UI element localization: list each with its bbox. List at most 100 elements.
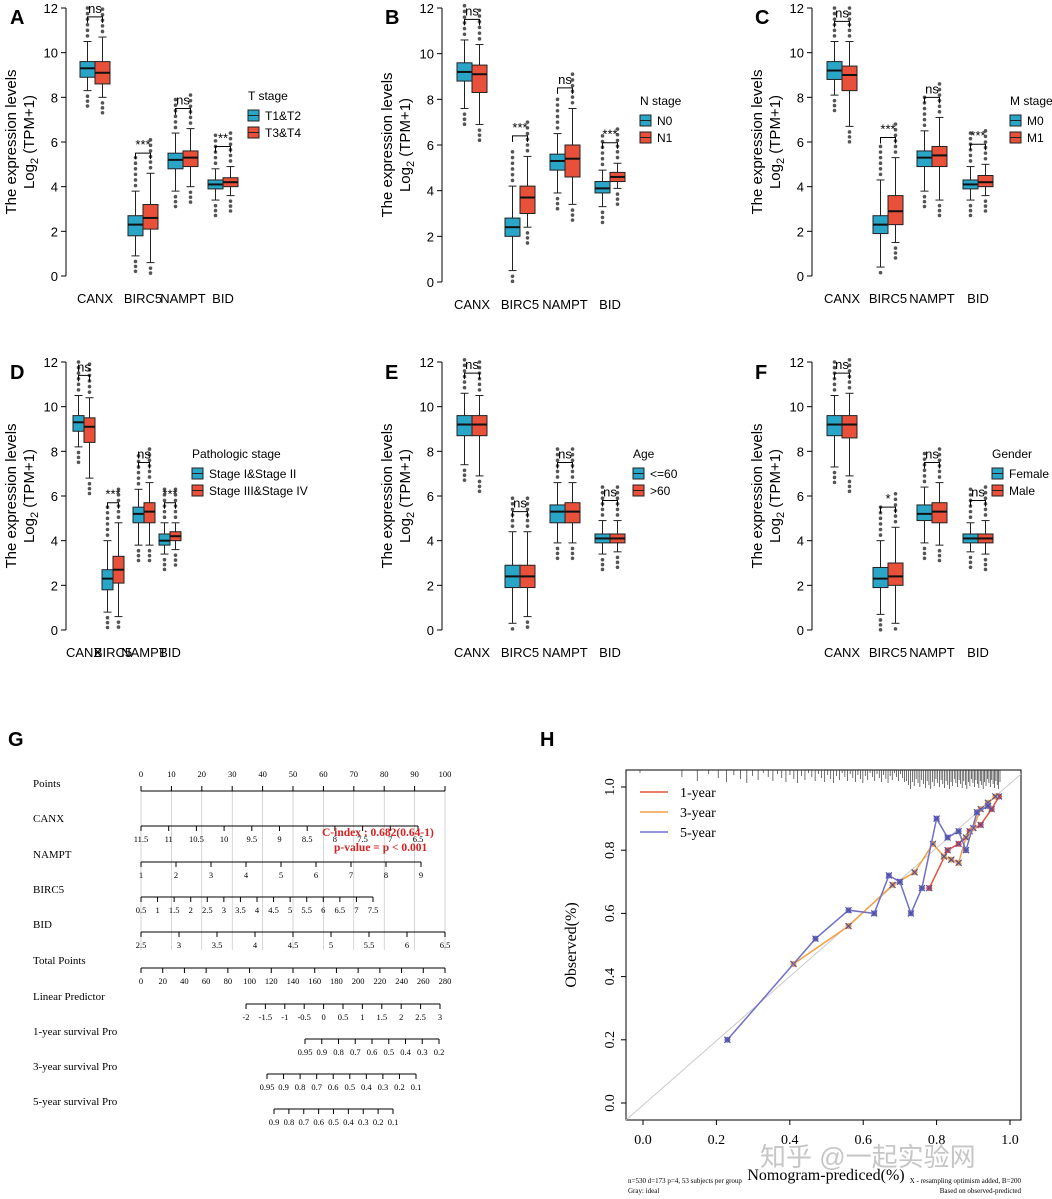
outlier-dot: [173, 194, 178, 199]
outlier-dot: [133, 172, 138, 177]
y-tick-label: 8: [797, 444, 804, 459]
outlier-dot: [555, 114, 560, 119]
outlier-dot: [147, 469, 152, 474]
row-label: Linear Predictor: [33, 991, 105, 1003]
outlier-dot: [462, 9, 467, 14]
outlier-dot: [555, 452, 560, 457]
outlier-dot: [147, 548, 152, 553]
outlier-dot: [462, 3, 467, 8]
outlier-dot: [922, 117, 927, 122]
row-tick-label: -1: [281, 1012, 288, 1022]
y-tick-label: 2: [51, 224, 58, 239]
outlier-dot: [510, 518, 515, 523]
x-tick-label: BIRC5: [869, 645, 907, 660]
outlier-dot: [555, 126, 560, 130]
outlier-dot: [922, 199, 927, 204]
cindex-annotation: C-index : 0.682(0.64-1): [322, 827, 434, 839]
outlier-dot: [228, 153, 233, 158]
outlier-dot: [555, 201, 560, 206]
outlier-dot: [878, 161, 883, 166]
outlier-dot: [570, 72, 575, 77]
y-tick-label: 0.8: [603, 841, 618, 859]
significance-bracket: [557, 87, 573, 94]
row-label: BIRC5: [33, 884, 65, 896]
outlier-dot: [878, 270, 883, 275]
y-axis-subtitle: Log2 (TPM+1): [767, 95, 787, 189]
optimism-marker: [933, 815, 941, 823]
row-tick-label: 1: [360, 1012, 364, 1022]
y-tick-label: 6: [51, 135, 58, 150]
y-axis-title: The expression levels: [3, 423, 20, 568]
outlier-dot: [228, 199, 233, 203]
outlier-dot: [477, 14, 482, 18]
row-tick-label: 40: [258, 769, 267, 779]
outlier-dot: [893, 144, 898, 149]
outlier-dot: [105, 522, 110, 526]
outlier-dot: [462, 15, 467, 19]
row-tick-label: 40: [180, 976, 189, 986]
panel-letter: G: [8, 729, 24, 751]
outlier-dot: [600, 562, 605, 567]
row-tick-label: 0: [321, 1012, 325, 1022]
outlier-dot: [510, 172, 515, 177]
row-tick-label: 30: [228, 769, 237, 779]
x-tick-label: 0.0: [634, 1133, 652, 1148]
outlier-dot: [847, 385, 852, 390]
outlier-dot: [555, 556, 560, 561]
outlier-dot: [477, 360, 482, 364]
y-tick-label: 0: [427, 623, 434, 638]
outlier-dot: [76, 455, 81, 460]
outlier-dot: [832, 108, 837, 113]
ylabel-log: Log: [767, 164, 784, 189]
outlier-dot: [893, 256, 898, 260]
ylabel-sub: 2: [405, 161, 417, 167]
outlier-dot: [570, 213, 575, 217]
outlier-dot: [570, 546, 575, 551]
ideal-line: [625, 773, 1022, 1121]
outlier-dot: [136, 548, 141, 553]
significance-label: ***: [970, 128, 985, 143]
outlier-dot: [937, 553, 942, 558]
optimism-marker: [977, 821, 985, 829]
outlier-dot: [462, 117, 467, 121]
outlier-dot: [893, 627, 898, 631]
significance-label: ns: [513, 496, 527, 511]
x-tick-label: BIRC5: [501, 645, 539, 660]
row-tick-label: 120: [265, 976, 278, 986]
x-tick-label: CANX: [77, 291, 113, 306]
outlier-dot: [600, 513, 605, 517]
outlier-dot: [570, 452, 575, 457]
outlier-dot: [462, 32, 467, 37]
outlier-dot: [477, 133, 482, 137]
outlier-dot: [847, 135, 852, 139]
y-tick-label: 6: [797, 489, 804, 504]
significance-label: ns: [835, 5, 849, 20]
outlier-dot: [525, 126, 530, 130]
outlier-dot: [615, 485, 620, 489]
outlier-dot: [213, 203, 218, 208]
outlier-dot: [136, 553, 141, 558]
significance-bracket: [880, 137, 896, 144]
row-label: 3-year survival Pro: [33, 1061, 118, 1073]
outlier-dot: [937, 203, 942, 208]
outlier-dot: [832, 103, 837, 108]
significance-bracket: [512, 511, 528, 518]
outlier-dot: [173, 493, 178, 497]
outlier-dot: [510, 150, 515, 154]
outlier-dot: [555, 103, 560, 107]
row-tick-label: 0.2: [434, 1047, 445, 1057]
outlier-dot: [105, 510, 110, 515]
row-tick-label: 10: [167, 769, 176, 779]
outlier-dot: [148, 137, 153, 142]
outlier-dot: [525, 231, 530, 235]
row-tick-label: 7: [354, 905, 358, 915]
outlier-dot: [228, 204, 233, 208]
row-tick-label: 4: [244, 870, 249, 880]
y-tick-label: 2: [797, 578, 804, 593]
row-tick-label: 3: [209, 870, 213, 880]
row-tick-label: 0.5: [383, 1047, 394, 1057]
x-tick-label: CANX: [454, 297, 490, 312]
row-tick-label: 100: [243, 976, 256, 986]
outlier-dot: [847, 369, 852, 373]
